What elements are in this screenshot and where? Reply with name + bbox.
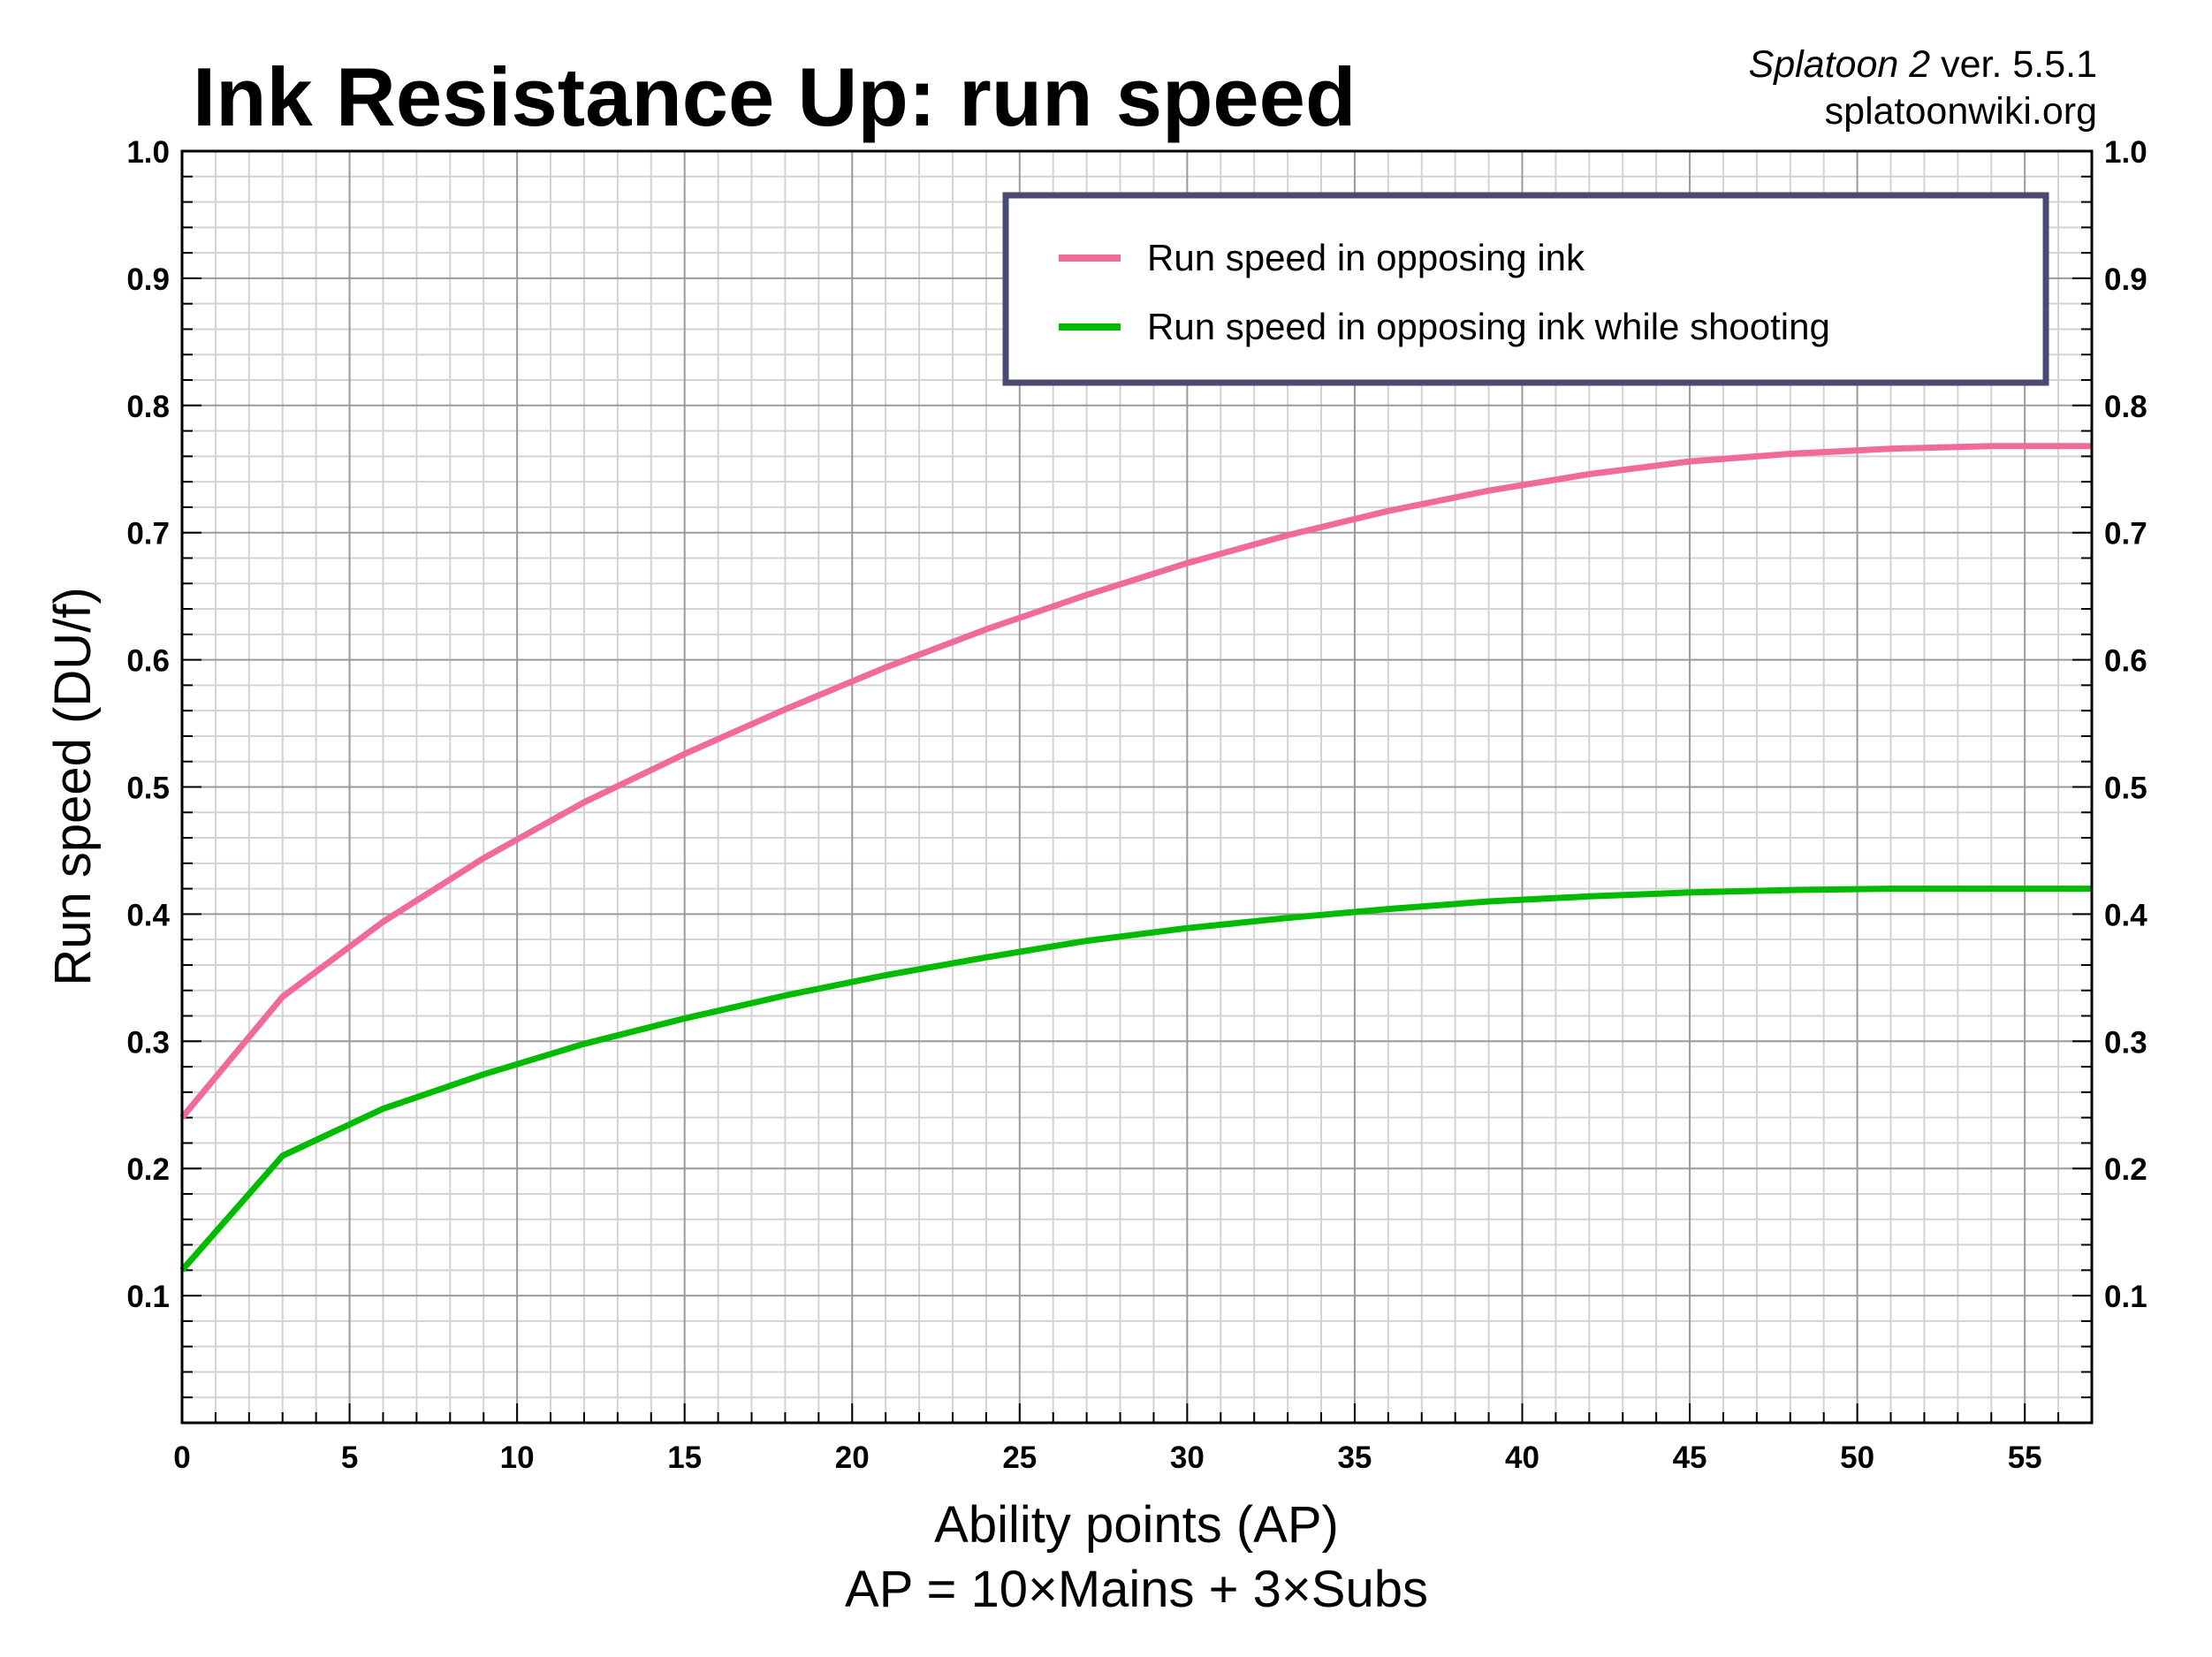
y-tick-label-right: 0.1 — [2104, 1280, 2147, 1314]
x-axis-label: Ability points (AP) — [934, 1496, 1339, 1554]
series-line-0 — [179, 443, 2092, 1120]
x-tick-label: 55 — [2008, 1440, 2042, 1475]
credit-site: splatoonwiki.org — [1825, 90, 2097, 133]
y-tick-label-left: 0.8 — [126, 390, 170, 424]
y-tick-label-right: 0.4 — [2104, 898, 2147, 932]
x-tick-label: 20 — [835, 1440, 870, 1475]
y-tick-label-left: 0.2 — [126, 1152, 170, 1187]
y-tick-label-right: 1.0 — [2104, 135, 2147, 170]
y-axis-label: Run speed (DU/f) — [44, 587, 102, 985]
plot-frame — [180, 149, 2094, 1425]
x-tick-label: 40 — [1505, 1440, 1539, 1475]
y-tick-label-left: 1.0 — [126, 135, 170, 170]
y-tick-label-left: 0.1 — [126, 1280, 170, 1314]
y-tick-label-left: 0.5 — [126, 771, 170, 806]
y-tick-label-left: 0.3 — [126, 1025, 170, 1060]
axis-ticks — [182, 175, 2092, 1423]
credit-version: Splatoon 2 ver. 5.5.1 — [1749, 43, 2097, 86]
x-tick-label: 45 — [1673, 1440, 1707, 1475]
x-tick-label: 30 — [1170, 1440, 1205, 1475]
y-tick-label-right: 0.9 — [2104, 262, 2147, 297]
y-tick-label-right: 0.5 — [2104, 771, 2147, 806]
y-tick-label-right: 0.2 — [2104, 1152, 2147, 1187]
x-tick-label: 50 — [1840, 1440, 1874, 1475]
legend: Run speed in opposing ink Run speed in o… — [1002, 192, 2049, 386]
legend-label-run-speed: Run speed in opposing ink — [1147, 237, 1585, 278]
tick-labels: 0 5 10 15 20 25 30 35 40 45 50 55 0.1 0.1 0.2 0.2 0.3 0.3… — [126, 135, 2147, 1475]
y-tick-label-left: 0.9 — [126, 262, 170, 297]
y-tick-label-right: 0.7 — [2104, 517, 2147, 551]
y-tick-label-left: 0.6 — [126, 644, 170, 679]
x-axis-sublabel: AP = 10×Mains + 3×Subs — [845, 1561, 1428, 1618]
y-tick-label-left: 0.7 — [126, 517, 170, 551]
legend-label-run-speed-shooting: Run speed in opposing ink while shooting — [1147, 306, 1830, 347]
y-tick-label-right: 0.3 — [2104, 1025, 2147, 1060]
credit-game-name: Splatoon 2 — [1749, 43, 1931, 86]
legend-box — [1002, 192, 2049, 386]
x-tick-label: 35 — [1337, 1440, 1372, 1475]
y-tick-label-right: 0.6 — [2104, 644, 2147, 679]
series-lines — [179, 443, 2092, 1273]
x-tick-label: 25 — [1002, 1440, 1037, 1475]
x-tick-label: 10 — [500, 1440, 535, 1475]
y-tick-label-left: 0.4 — [126, 898, 170, 932]
x-tick-label: 5 — [341, 1440, 358, 1475]
x-tick-label: 15 — [667, 1440, 702, 1475]
y-tick-label-right: 0.8 — [2104, 390, 2147, 424]
chart-title: Ink Resistance Up: run speed — [193, 50, 1356, 143]
series-line-1 — [179, 886, 2092, 1273]
credit-version-number: ver. 5.5.1 — [1930, 43, 2097, 86]
x-tick-label: 0 — [173, 1440, 190, 1475]
